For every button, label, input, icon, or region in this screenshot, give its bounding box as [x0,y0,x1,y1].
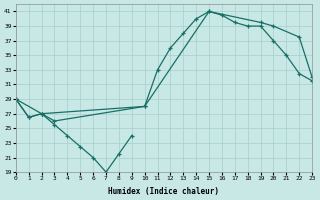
X-axis label: Humidex (Indice chaleur): Humidex (Indice chaleur) [108,187,220,196]
